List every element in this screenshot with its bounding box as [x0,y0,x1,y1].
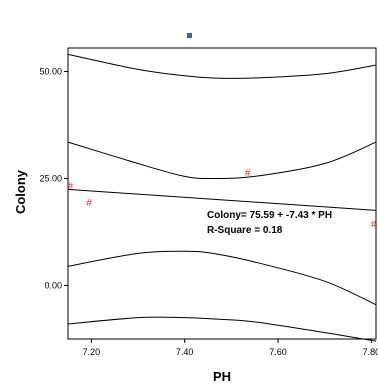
prediction-band-upper [67,53,377,79]
regression-line [67,188,377,211]
y-tick-label: 25.00 [39,174,62,184]
legend-marker [187,33,192,38]
confidence-band-lower [67,250,377,306]
x-axis-title: PH [213,369,231,383]
data-point: # [86,198,92,209]
prediction-band-lower [67,316,377,342]
equation-annotation: Colony= 75.59 + -7.43 * PH [207,210,332,221]
y-axis-title: Colony [13,169,28,214]
x-tick-label: 7.80 [363,347,378,357]
x-tick-label: 7.40 [176,347,194,357]
data-point: # [371,219,377,230]
x-tick-label: 7.60 [269,347,287,357]
confidence-band-upper [67,141,377,180]
r-square-annotation: R-Square = 0.18 [207,225,283,236]
data-point: # [245,168,251,179]
y-tick-label: 50.00 [39,67,62,77]
x-tick-label: 7.20 [83,347,101,357]
data-point: # [68,181,74,192]
y-tick-label: 0.00 [44,281,62,291]
plot-frame [67,47,377,340]
